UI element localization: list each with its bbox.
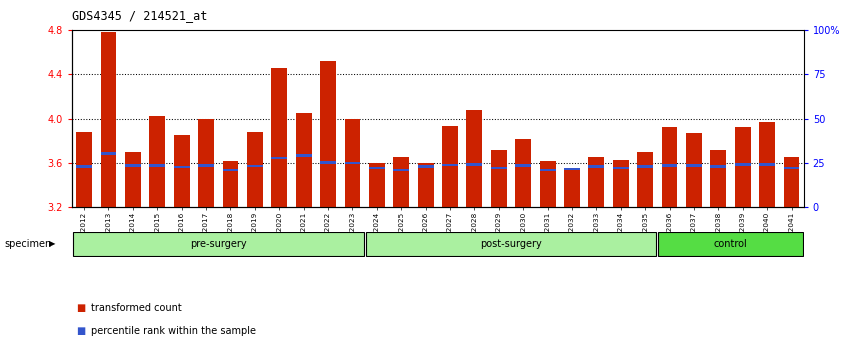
Bar: [466, 110, 482, 207]
Text: pre-surgery: pre-surgery: [190, 239, 246, 249]
Bar: [783, 167, 799, 169]
Bar: [686, 164, 702, 167]
Bar: [759, 163, 775, 166]
Bar: [344, 162, 360, 164]
Bar: [272, 68, 287, 207]
Bar: [515, 164, 531, 167]
Bar: [173, 166, 190, 169]
Bar: [711, 166, 726, 168]
Bar: [125, 164, 140, 167]
Bar: [564, 169, 580, 207]
Bar: [515, 138, 531, 207]
Bar: [442, 126, 458, 207]
Text: ■: ■: [76, 303, 85, 313]
Bar: [198, 164, 214, 167]
Bar: [296, 113, 311, 207]
Bar: [491, 167, 507, 169]
Bar: [222, 161, 239, 207]
Bar: [101, 32, 117, 207]
Bar: [783, 157, 799, 207]
Text: transformed count: transformed count: [91, 303, 182, 313]
Bar: [369, 163, 385, 207]
Bar: [442, 164, 458, 166]
Bar: [150, 164, 165, 167]
Bar: [613, 167, 629, 169]
Bar: [101, 152, 117, 155]
Bar: [735, 163, 750, 166]
Bar: [198, 119, 214, 207]
Bar: [73, 232, 364, 256]
Bar: [320, 161, 336, 164]
Text: specimen: specimen: [4, 239, 52, 249]
Bar: [296, 154, 311, 157]
Bar: [589, 157, 604, 207]
Bar: [76, 166, 92, 168]
Bar: [466, 163, 482, 166]
Bar: [540, 161, 556, 207]
Text: GDS4345 / 214521_at: GDS4345 / 214521_at: [72, 9, 207, 22]
Bar: [589, 166, 604, 168]
Bar: [686, 133, 702, 207]
Bar: [369, 167, 385, 169]
Bar: [662, 127, 678, 207]
Bar: [564, 168, 580, 170]
Bar: [365, 232, 656, 256]
Text: ▶: ▶: [49, 239, 56, 248]
Text: ■: ■: [76, 326, 85, 336]
Bar: [658, 232, 803, 256]
Bar: [320, 61, 336, 207]
Bar: [344, 119, 360, 207]
Bar: [735, 127, 750, 207]
Bar: [222, 169, 239, 171]
Text: percentile rank within the sample: percentile rank within the sample: [91, 326, 256, 336]
Bar: [247, 165, 263, 167]
Bar: [418, 163, 433, 207]
Bar: [393, 157, 409, 207]
Bar: [637, 166, 653, 168]
Bar: [637, 152, 653, 207]
Bar: [272, 156, 287, 159]
Bar: [662, 164, 678, 167]
Bar: [759, 122, 775, 207]
Bar: [125, 152, 140, 207]
Bar: [418, 166, 433, 168]
Bar: [150, 116, 165, 207]
Bar: [393, 169, 409, 171]
Bar: [76, 132, 92, 207]
Bar: [247, 132, 263, 207]
Text: post-surgery: post-surgery: [481, 239, 541, 249]
Bar: [613, 160, 629, 207]
Text: control: control: [714, 239, 747, 249]
Bar: [491, 149, 507, 207]
Bar: [711, 149, 726, 207]
Bar: [540, 169, 556, 171]
Bar: [173, 135, 190, 207]
